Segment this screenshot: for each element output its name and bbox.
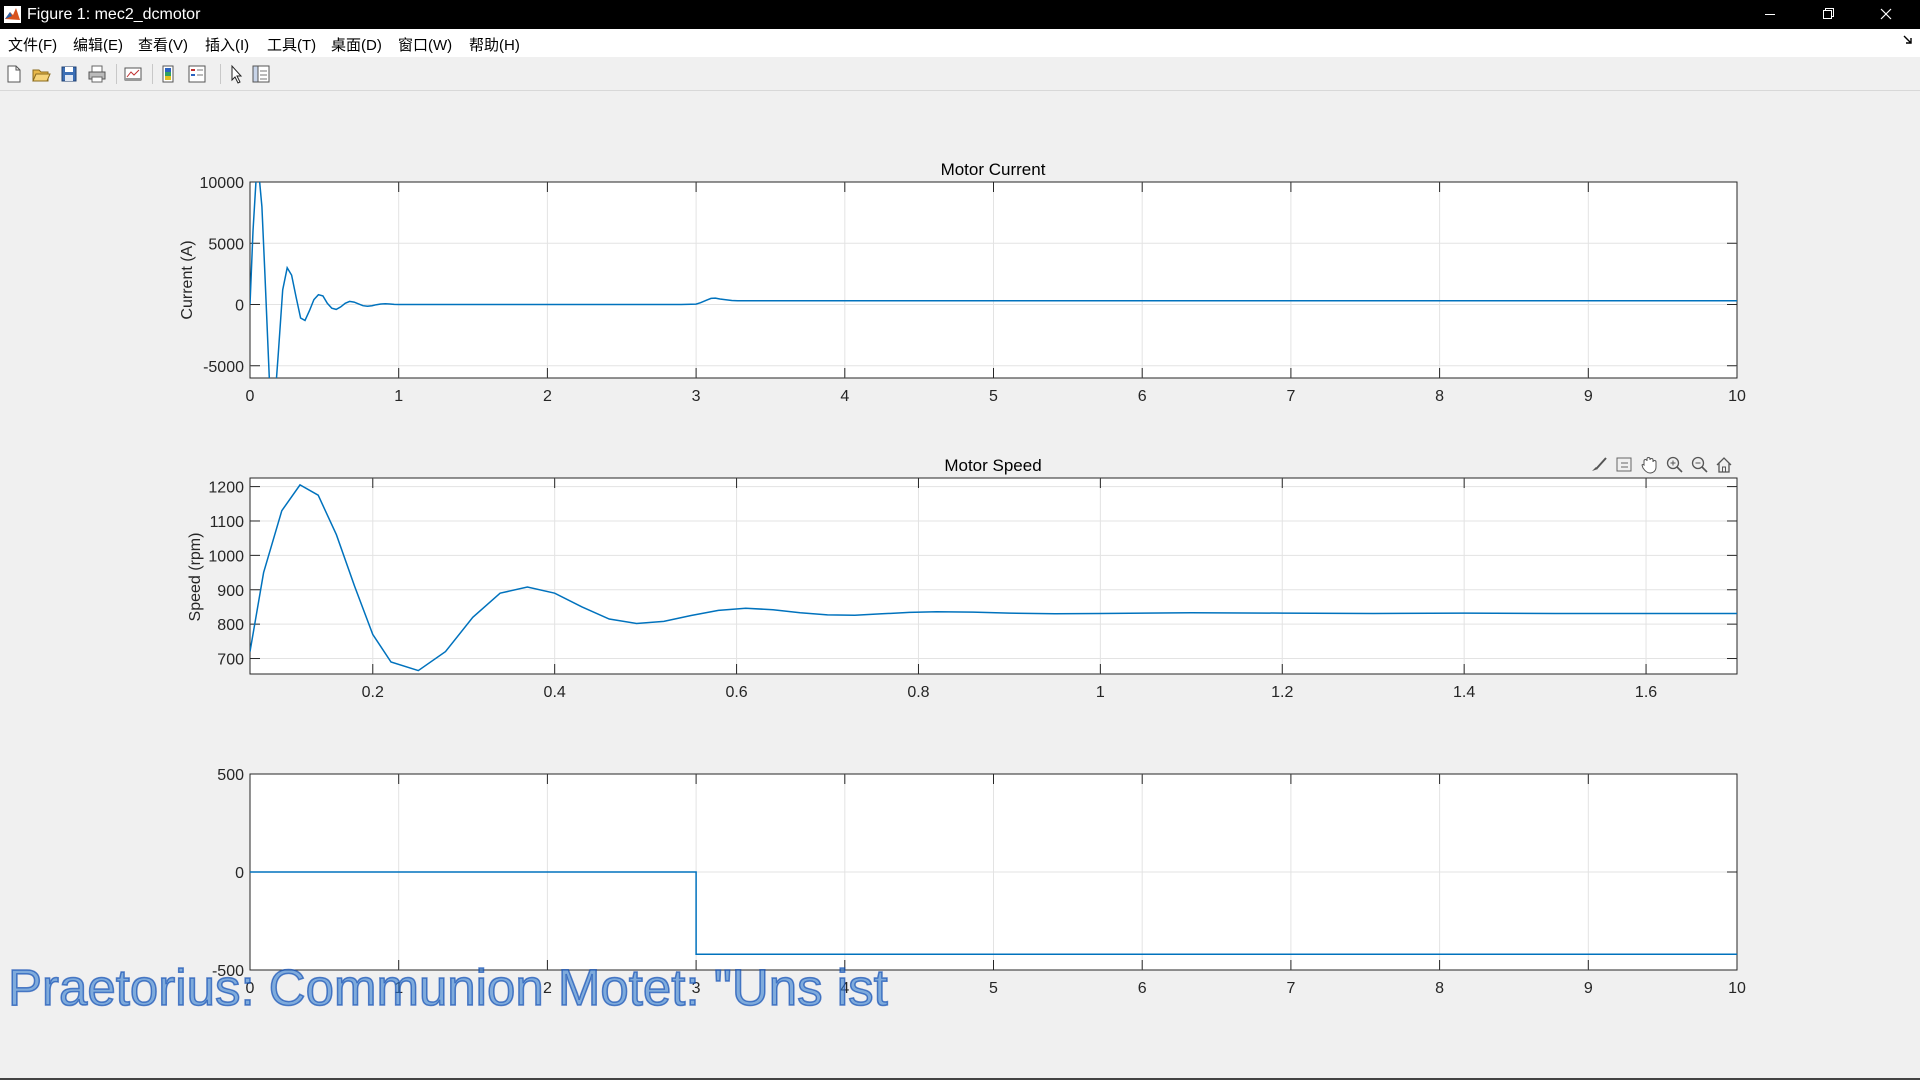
x-tick-label: 1.4 xyxy=(1453,684,1475,701)
y-axis-label: Current (A) xyxy=(179,240,196,319)
x-tick-label: 0 xyxy=(246,980,255,997)
menu-file[interactable]: 文件(F) xyxy=(8,37,58,54)
menu-window[interactable]: 窗口(W) xyxy=(398,37,453,54)
y-axis-label: Speed (rpm) xyxy=(187,533,204,622)
x-tick-label: 4 xyxy=(840,388,849,405)
x-tick-label: 9 xyxy=(1584,980,1593,997)
y-tick-label: 5000 xyxy=(208,236,244,253)
x-tick-label: 1 xyxy=(1096,684,1105,701)
menu-view[interactable]: 查看(V) xyxy=(138,37,188,54)
y-tick-label: 500 xyxy=(217,767,244,784)
toolbar-separator xyxy=(220,64,221,84)
new-figure-icon[interactable] xyxy=(3,63,25,85)
toolbar-separator xyxy=(152,64,153,84)
y-tick-label: 1100 xyxy=(210,514,245,531)
axes-motor-current[interactable]: Motor Current Current (A) 0 1 2 3 4 5 6 7 8 9 10 -5… xyxy=(179,158,1746,415)
tick-marks xyxy=(250,478,1737,674)
watermark-text: Praetorius: Communion Motet: "Uns ist xyxy=(7,958,888,1017)
legend-icon[interactable] xyxy=(186,63,208,85)
y-tick-label: 900 xyxy=(217,583,244,600)
x-tick-label: 5 xyxy=(989,980,998,997)
x-tick-label: 10 xyxy=(1728,980,1746,997)
x-tick-label: 10 xyxy=(1728,388,1746,405)
x-tick-label: 3 xyxy=(692,980,701,997)
axes-motor-speed[interactable]: Motor Speed Speed (rpm) 0.2 0.4 0.6 0.8 1 1.2… xyxy=(187,456,1738,701)
tick-marks xyxy=(249,181,1738,378)
datatip-icon[interactable] xyxy=(1616,457,1632,472)
menu-insert[interactable]: 插入(I) xyxy=(205,37,250,54)
y-tick-label: 700 xyxy=(217,652,244,669)
x-tick-label: 0 xyxy=(246,388,255,405)
zoom-out-icon[interactable] xyxy=(1691,456,1708,473)
grid-lines xyxy=(250,478,1737,674)
tick-marks xyxy=(249,773,1738,971)
x-tick-label: 1.6 xyxy=(1635,684,1657,701)
x-tick-label: 8 xyxy=(1435,980,1444,997)
x-tick-label: 6 xyxy=(1138,980,1147,997)
y-tick-label: 1200 xyxy=(208,480,244,497)
x-tick-label: 0.2 xyxy=(362,684,384,701)
x-tick-label: 0.6 xyxy=(725,684,747,701)
axes-title: Motor Speed xyxy=(944,456,1041,475)
x-tick-label: 3 xyxy=(692,388,701,405)
zoom-in-icon[interactable] xyxy=(1666,456,1683,473)
y-tick-label: 10000 xyxy=(200,175,245,192)
window-title: Figure 1: mec2_dcmotor xyxy=(27,6,201,23)
x-tick-label: 7 xyxy=(1286,388,1295,405)
current-line xyxy=(250,182,1737,378)
y-tick-label: 0 xyxy=(235,298,244,315)
bottom-border xyxy=(0,1078,1920,1080)
menu-bar: 文件(F) 编辑(E) 查看(V) 插入(I) 工具(T) 桌面(D) 窗口(W… xyxy=(0,29,1920,57)
home-icon[interactable] xyxy=(1716,457,1732,473)
window-titlebar: Figure 1: mec2_dcmotor xyxy=(0,0,1920,29)
minimize-icon[interactable] xyxy=(1741,0,1799,29)
matlab-icon xyxy=(4,6,21,23)
x-tick-label: 7 xyxy=(1286,980,1295,997)
menu-desktop[interactable]: 桌面(D) xyxy=(331,37,382,54)
x-tick-label: 6 xyxy=(1138,388,1147,405)
x-tick-label: 8 xyxy=(1435,388,1444,405)
y-tick-label: 800 xyxy=(217,617,244,634)
x-tick-label: 0.4 xyxy=(544,684,566,701)
x-tick-label: 9 xyxy=(1584,388,1593,405)
menu-tools[interactable]: 工具(T) xyxy=(267,37,317,54)
dock-arrow-icon[interactable] xyxy=(1902,33,1914,47)
toolbar-separator xyxy=(116,64,117,84)
menu-edit[interactable]: 编辑(E) xyxy=(73,37,123,54)
x-tick-label: 2 xyxy=(543,388,552,405)
print-icon[interactable] xyxy=(86,63,108,85)
open-icon[interactable] xyxy=(30,63,52,85)
x-tick-label: 1.2 xyxy=(1271,684,1293,701)
axes-toolbar xyxy=(1592,456,1732,474)
edit-plot-icon[interactable] xyxy=(226,63,248,85)
y-tick-label: -5000 xyxy=(203,359,244,376)
figure-toolbar xyxy=(0,58,1920,91)
y-tick-label: -500 xyxy=(212,963,244,980)
y-tick-label: 1000 xyxy=(208,548,244,565)
axes-title: Motor Current xyxy=(941,160,1046,179)
menu-help[interactable]: 帮助(H) xyxy=(469,37,520,54)
property-inspector-icon[interactable] xyxy=(250,63,272,85)
x-tick-label: 5 xyxy=(989,388,998,405)
link-plot-icon[interactable] xyxy=(122,63,144,85)
pan-icon[interactable] xyxy=(1641,457,1657,474)
load-line xyxy=(250,871,1737,956)
x-tick-label: 1 xyxy=(394,980,403,997)
colorbar-icon[interactable] xyxy=(158,63,180,85)
x-tick-label: 1 xyxy=(394,388,403,405)
x-tick-label: 0.8 xyxy=(907,684,929,701)
close-icon[interactable] xyxy=(1857,0,1915,29)
y-tick-label: 0 xyxy=(235,865,244,882)
axes-frame xyxy=(249,477,1738,675)
x-tick-label: 4 xyxy=(840,980,849,997)
brush-icon[interactable] xyxy=(1592,457,1607,471)
x-tick-label: 2 xyxy=(543,980,552,997)
save-icon[interactable] xyxy=(58,63,80,85)
speed-line xyxy=(250,483,1737,672)
restore-icon[interactable] xyxy=(1799,0,1857,29)
